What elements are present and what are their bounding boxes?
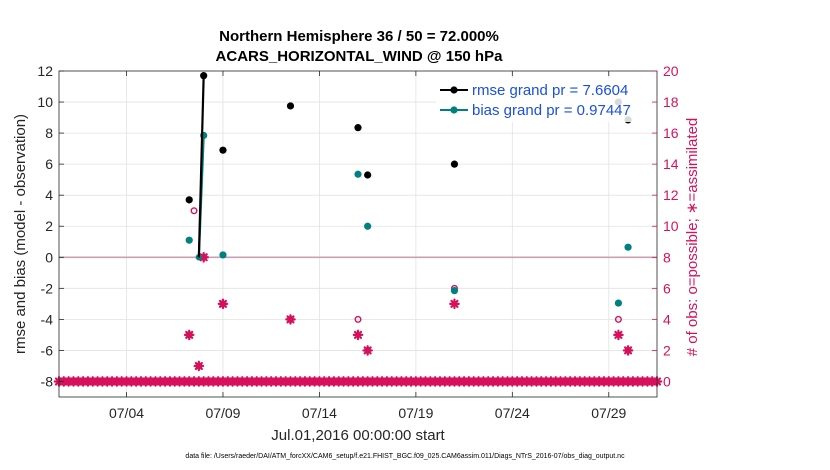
- assimilated-star-stroke: [286, 315, 295, 324]
- chart-title-line-1: Northern Hemisphere 36 / 50 = 72.000%: [219, 28, 499, 45]
- y-tick-label-left: -2: [41, 280, 54, 296]
- plot-frame: [58, 70, 658, 398]
- assimilated-obs-marker: [622, 345, 634, 356]
- rmse-point: [286, 102, 295, 110]
- y-tick-label-right: 14: [663, 156, 679, 172]
- y-tick-label-left: 12: [37, 63, 53, 79]
- y-axis-label-left: rmse and bias (model - observation): [12, 114, 29, 354]
- y-tick-label-left: 8: [45, 125, 53, 141]
- rmse-point: [364, 171, 372, 179]
- assimilated-star-stroke: [623, 346, 633, 355]
- y-tick-label-right: 16: [663, 125, 679, 141]
- bias-point: [219, 251, 227, 259]
- assimilated-star-stroke: [363, 346, 372, 355]
- bias-point: [614, 299, 623, 307]
- assimilated-obs-marker: [352, 329, 364, 341]
- legend-bias-label: bias grand pr = 0.97447: [472, 102, 631, 119]
- y-tick-label-left: -6: [41, 342, 54, 358]
- y-tick-label-left: -4: [41, 311, 54, 327]
- rmse-point: [450, 160, 459, 168]
- x-tick-label: 07/14: [302, 405, 337, 421]
- bias-point: [624, 243, 632, 251]
- y-tick-label-right: 8: [663, 249, 671, 265]
- assimilated-star-stroke: [194, 361, 203, 371]
- y-tick-label-left: 2: [45, 218, 53, 234]
- assimilated-star-stroke: [199, 253, 208, 262]
- y-tick-label-left: 6: [45, 156, 53, 172]
- bias-point: [354, 170, 362, 178]
- y-tick-label-right: 4: [663, 311, 671, 327]
- x-tick-label: 07/24: [495, 405, 530, 421]
- footer-data-file: data file: /Users/raeder/DAI/ATM_forcXX/…: [185, 453, 625, 460]
- x-tick-label: 07/09: [205, 405, 240, 421]
- rmse-point: [200, 72, 208, 80]
- y-tick-label-left: 0: [45, 249, 53, 265]
- bias-point: [364, 222, 372, 230]
- bias-point: [185, 236, 193, 244]
- y-tick-label-right: 6: [663, 280, 671, 296]
- rmse-bias-series: [185, 72, 632, 307]
- legend-bias-marker: [450, 106, 458, 114]
- x-tick-label: 07/04: [109, 405, 144, 421]
- y-tick-label-left: -8: [41, 373, 54, 389]
- y-tick-label-right: 2: [663, 342, 671, 358]
- y-tick-label-right: 10: [663, 218, 679, 234]
- legend: rmse grand pr = 7.6604 bias grand pr = 0…: [436, 78, 652, 122]
- assimilated-obs-marker: [285, 314, 296, 325]
- y-tick-label-left: 4: [45, 187, 53, 203]
- assimilated-obs-marker: [449, 298, 460, 310]
- assimilated-obs-marker: [362, 345, 373, 356]
- y-axis-label-right: # of obs: o=possible; ∗=assimilated: [684, 118, 701, 357]
- y-tick-label-left: 10: [37, 94, 53, 110]
- possible-obs-marker: [354, 315, 362, 323]
- legend-rmse-marker: [450, 86, 458, 94]
- possible-obs-marker: [614, 315, 622, 323]
- bias-point: [450, 287, 459, 295]
- rmse-point: [219, 146, 227, 154]
- rmse-point: [185, 196, 193, 204]
- y-tick-label-right: 12: [663, 187, 679, 203]
- assimilated-obs-marker: [217, 298, 229, 310]
- assimilated-star-stroke: [614, 330, 623, 339]
- legend-rmse-label: rmse grand pr = 7.6604: [472, 82, 628, 99]
- assimilated-obs-marker: [183, 329, 195, 341]
- axes-ticks: 07/04 07/09 07/14 07/19 07/24 07/29 -8 -6 -4 -2 0 2…: [37, 63, 678, 421]
- assimilated-obs-marker: [613, 329, 624, 341]
- assimilated-star-stroke: [353, 330, 363, 339]
- assimilated-obs-marker: [193, 360, 205, 372]
- assimilated-star-stroke: [185, 330, 194, 339]
- legend-box: [436, 78, 652, 122]
- y-tick-label-right: 18: [663, 94, 679, 110]
- rmse-point: [354, 124, 362, 132]
- chart-title-line-2: ACARS_HORIZONTAL_WIND @ 150 hPa: [216, 48, 504, 65]
- possible-obs-marker: [190, 207, 198, 215]
- x-axis-label: Jul.01,2016 00:00:00 start: [271, 427, 445, 444]
- assimilated-star-stroke: [450, 299, 459, 308]
- y-tick-label-right: 20: [663, 63, 679, 79]
- y-tick-label-right: 0: [663, 373, 671, 389]
- x-tick-label: 07/29: [591, 405, 626, 421]
- x-tick-label: 07/19: [398, 405, 433, 421]
- obs-count-series: [53, 207, 663, 387]
- assimilated-star-stroke: [218, 299, 228, 308]
- assimilated-obs-marker: [198, 251, 209, 263]
- rmse-line-segment: [197, 75, 205, 258]
